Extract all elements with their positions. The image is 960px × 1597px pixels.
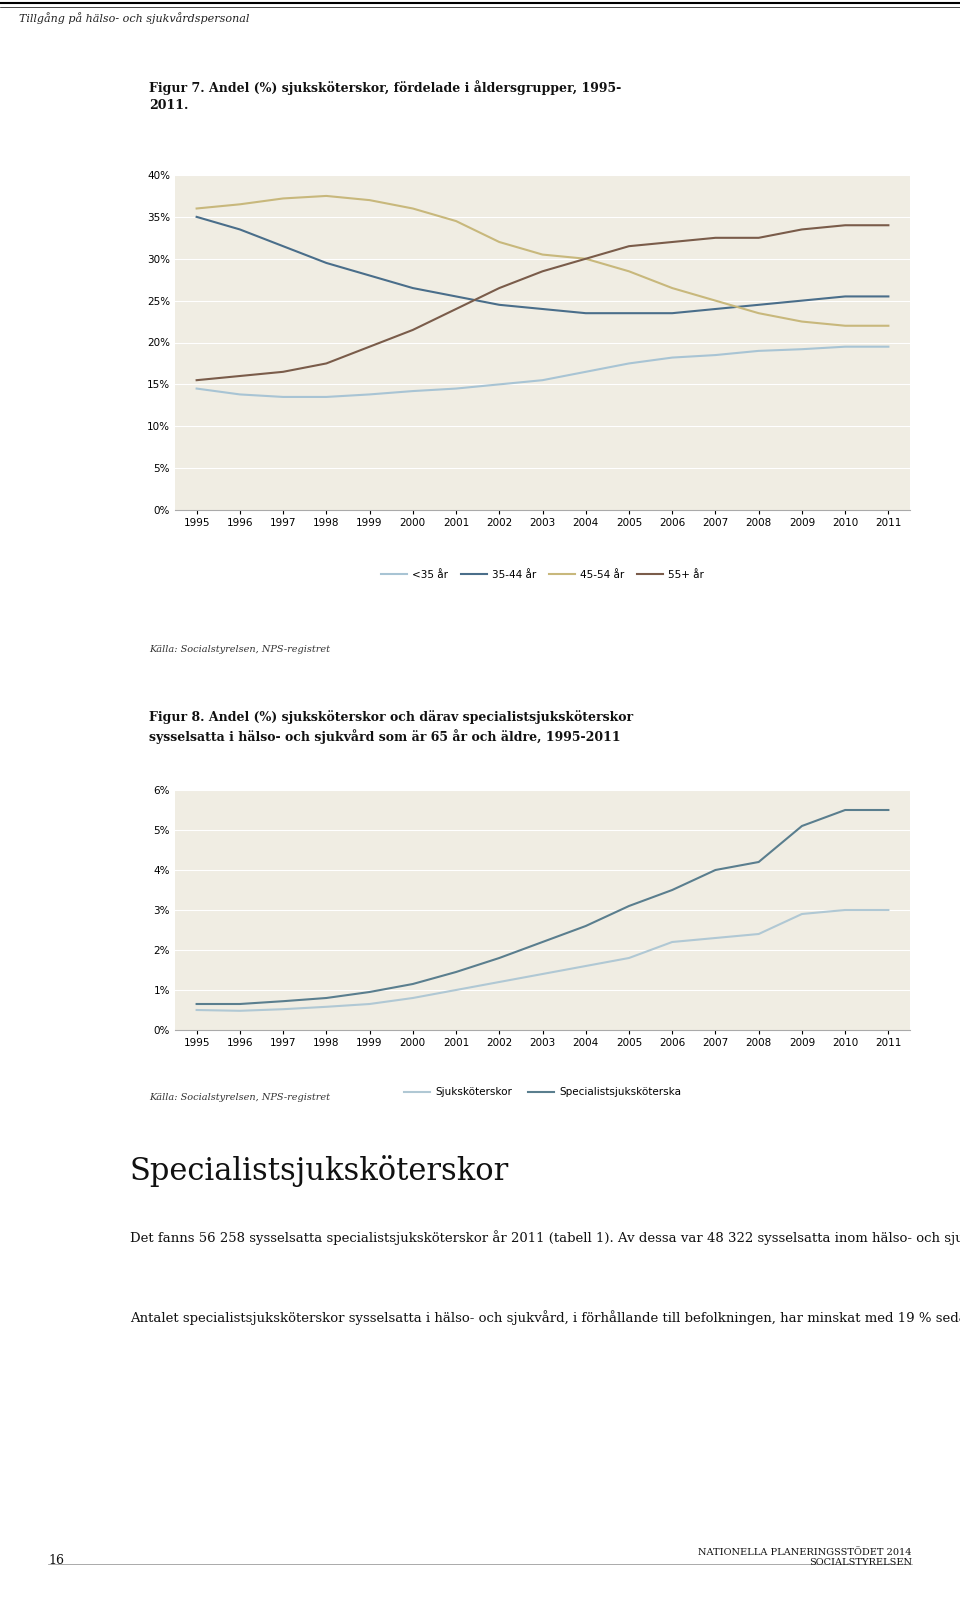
Text: Figur 7. Andel (%) sjuksköterskor, fördelade i åldersgrupper, 1995-
2011.: Figur 7. Andel (%) sjuksköterskor, förde…: [149, 80, 621, 112]
Text: Figur 8. Andel (%) sjuksköterskor och därav specialistsjuksköterskor
sysselsatta: Figur 8. Andel (%) sjuksköterskor och dä…: [149, 711, 634, 744]
Legend: <35 år, 35-44 år, 45-54 år, 55+ år: <35 år, 35-44 år, 45-54 år, 55+ år: [377, 565, 708, 585]
Text: Källa: Socialstyrelsen, NPS-registret: Källa: Socialstyrelsen, NPS-registret: [149, 1092, 330, 1102]
Text: Källa: Socialstyrelsen, NPS-registret: Källa: Socialstyrelsen, NPS-registret: [149, 645, 330, 655]
Text: 16: 16: [48, 1554, 64, 1567]
Text: NATIONELLA PLANERINGSSTÖDET 2014
SOCIALSTYRELSEN: NATIONELLA PLANERINGSSTÖDET 2014 SOCIALS…: [699, 1547, 912, 1567]
Text: Specialistsjuksköterskor: Specialistsjuksköterskor: [130, 1155, 509, 1187]
Text: Tillgång på hälso- och sjukvårdspersonal: Tillgång på hälso- och sjukvårdspersonal: [19, 13, 250, 24]
Text: Det fanns 56 258 sysselsatta specialistsjuksköterskor år 2011 (tabell 1). Av des: Det fanns 56 258 sysselsatta specialists…: [130, 1230, 960, 1246]
Text: Antalet specialistsjuksköterskor sysselsatta i hälso- och sjukvård, i förhålland: Antalet specialistsjuksköterskor syssels…: [130, 1310, 960, 1326]
Legend: Sjuksköterskor, Specialistsjuksköterska: Sjuksköterskor, Specialistsjuksköterska: [399, 1083, 685, 1102]
